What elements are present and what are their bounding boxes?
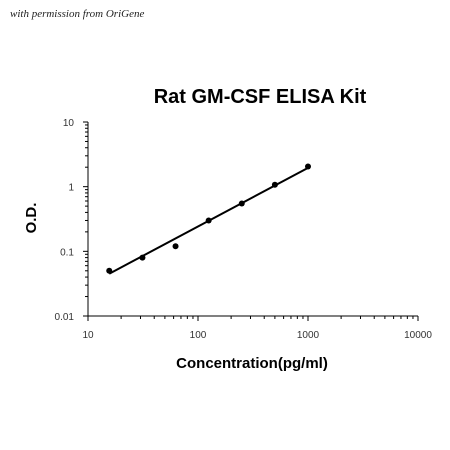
data-point bbox=[205, 217, 212, 224]
watermark-text: with permission from OriGene bbox=[10, 8, 145, 20]
data-point bbox=[139, 254, 146, 261]
x-tick-label: 10000 bbox=[404, 330, 432, 341]
x-tick-label: 10 bbox=[82, 330, 94, 341]
data-point bbox=[106, 267, 113, 274]
x-tick-label: 1000 bbox=[297, 330, 320, 341]
data-points bbox=[106, 163, 311, 274]
data-point bbox=[172, 243, 179, 250]
chart-title: Rat GM-CSF ELISA Kit bbox=[154, 86, 367, 108]
y-tick-label: 1 bbox=[68, 183, 74, 194]
y-tick-label: 10 bbox=[63, 118, 75, 129]
data-point bbox=[238, 200, 245, 207]
x-axis-label: Concentration(pg/ml) bbox=[176, 355, 328, 372]
y-axis-label: O.D. bbox=[23, 203, 40, 234]
y-tick-label: 0.1 bbox=[60, 247, 74, 258]
x-tick-label: 100 bbox=[190, 330, 207, 341]
axes: 10 100 1000 10000 0.01 0.1 1 10 bbox=[55, 118, 433, 341]
data-point bbox=[305, 163, 311, 170]
y-tick-label: 0.01 bbox=[55, 312, 75, 323]
data-point bbox=[271, 181, 278, 188]
